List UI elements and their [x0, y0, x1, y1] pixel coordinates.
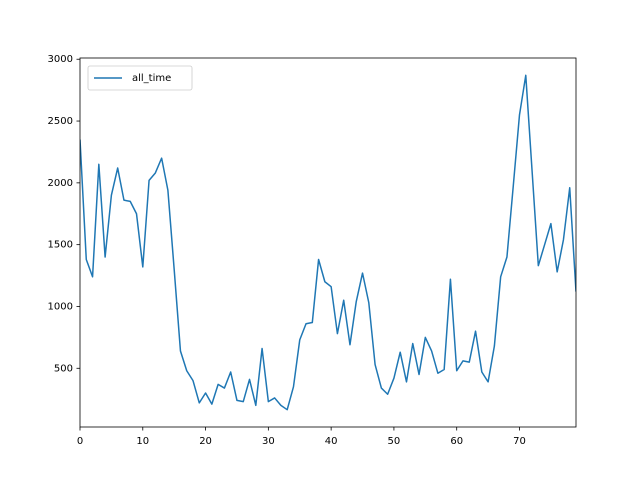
legend-label: all_time	[132, 73, 171, 84]
y-tick-label: 1000	[48, 301, 73, 312]
y-tick-label: 500	[54, 363, 73, 374]
x-tick-label: 10	[136, 436, 149, 447]
axes-frame	[79, 57, 577, 428]
x-tick-label: 70	[513, 436, 526, 447]
x-tick-label: 50	[388, 436, 401, 447]
x-tick-label: 40	[325, 436, 338, 447]
y-tick-label: 2000	[48, 178, 73, 189]
x-tick-label: 20	[199, 436, 212, 447]
x-tick-label: 60	[450, 436, 463, 447]
y-tick-label: 1500	[48, 240, 73, 251]
y-tick-label: 3000	[48, 54, 73, 65]
x-tick-label: 30	[262, 436, 275, 447]
line	[80, 74, 576, 411]
x-tick-label: 0	[77, 436, 83, 447]
legend-box	[87, 65, 193, 91]
y-tick-label: 2500	[48, 116, 73, 127]
